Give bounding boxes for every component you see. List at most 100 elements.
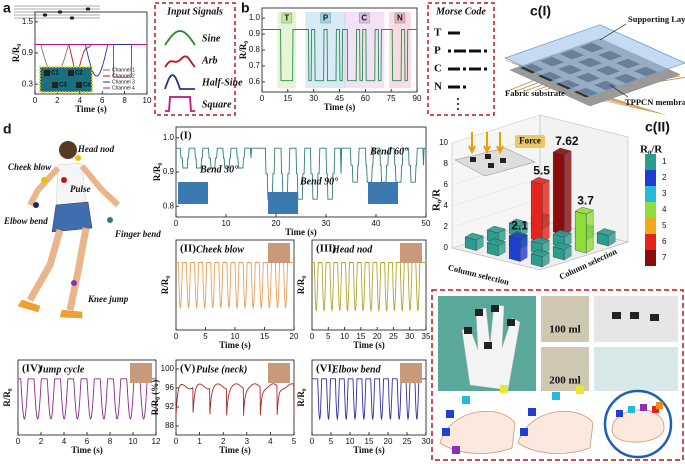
x-tick-label: 45 — [335, 94, 344, 103]
inset-sensor — [76, 82, 82, 88]
panel-label: c(I) — [530, 3, 551, 19]
photo — [130, 363, 152, 383]
grid-line — [451, 177, 541, 207]
force-pad — [454, 147, 536, 177]
force-label: Force — [519, 136, 541, 146]
letter-band — [277, 12, 297, 88]
leader — [599, 23, 627, 41]
x-axis-label: Time (s) — [285, 227, 317, 237]
signal-name: Half-Sine — [201, 77, 243, 88]
letter-badge — [394, 12, 406, 24]
colorbar-tick: 7 — [662, 253, 667, 262]
y-tick-label: 92 — [165, 402, 174, 411]
letter: P — [323, 14, 329, 23]
annotation: Bend 60° — [369, 146, 408, 157]
panel-label: (IV) — [22, 363, 42, 375]
ellipsis-dot — [457, 108, 459, 110]
signal-trace — [312, 262, 426, 313]
runner-leg — [26, 229, 64, 302]
signal-name: Arb — [201, 55, 218, 66]
glove-sensor — [475, 309, 483, 316]
box-title: Morse Code — [435, 6, 486, 17]
e-box — [431, 289, 684, 461]
force-sensor — [485, 154, 491, 159]
bar-top — [552, 147, 572, 156]
color-tag — [520, 428, 528, 436]
z-tick-label: 6 — [444, 180, 449, 189]
signal-trace — [175, 383, 295, 417]
plot-title: Pulse (neck) — [196, 364, 247, 375]
glove-sensor — [484, 342, 492, 349]
color-tag — [576, 386, 584, 394]
z-tick-label: 0 — [444, 243, 449, 252]
box-title: Input Signals — [166, 6, 223, 17]
body-marker — [41, 177, 47, 183]
letter-band — [305, 12, 346, 88]
signal-trace — [176, 262, 294, 310]
force-sensor — [500, 158, 506, 163]
annotation: Bend 30° — [199, 164, 238, 175]
force-arrow — [468, 132, 476, 155]
x-tick-label: 0 — [310, 437, 315, 446]
body-marker — [71, 280, 77, 286]
plot-frame — [311, 239, 427, 331]
y-axis-label: R/R₀ (%) — [150, 380, 160, 415]
panel-label: a — [3, 0, 11, 16]
inset-label: C3 — [59, 83, 67, 89]
x-tick-label: 5 — [203, 332, 208, 341]
y-tick-label: 0.7 — [249, 61, 261, 70]
color-tag — [500, 385, 508, 393]
y-tick-label: 100 — [161, 364, 175, 373]
y-tick-label: 1.5 — [22, 17, 34, 26]
bar-front — [531, 181, 543, 243]
colorbar-title: R₀/R — [640, 144, 663, 156]
signal-name: Sine — [202, 33, 221, 44]
y-tick-label: 1.0 — [249, 13, 261, 22]
bar-label: 3.7 — [577, 193, 594, 207]
morse-symbol — [448, 85, 460, 89]
z-tick-label: 8 — [444, 159, 449, 168]
color-tag — [616, 410, 623, 417]
y-tick-label: 88 — [165, 421, 174, 430]
photo — [268, 192, 298, 214]
force-arrow — [483, 132, 491, 155]
grid-line — [451, 198, 541, 228]
glove-sensor — [464, 327, 472, 334]
x-tick-label: 5 — [329, 437, 334, 446]
bar-top — [486, 225, 506, 234]
colorbar-tick: 1 — [662, 157, 667, 166]
photo — [400, 243, 422, 263]
ellipsis-dot — [457, 103, 459, 105]
morse-letter: N — [434, 81, 442, 93]
y-axis-label: R/R₀ — [160, 276, 170, 294]
bar-top — [552, 242, 572, 250]
y-axis-label: R/R₀ — [296, 388, 306, 406]
color-tag — [656, 402, 663, 409]
y-tick-label: 0.9 — [22, 48, 34, 57]
y-axis-label: R/R₀ — [11, 44, 21, 62]
z-tick-label: 4 — [444, 201, 449, 210]
inset-label: C2 — [75, 71, 83, 77]
photo — [268, 243, 290, 263]
fabric-thread — [595, 98, 666, 115]
hand — [439, 410, 516, 454]
z-tick-label: 10 — [439, 138, 448, 147]
x-tick-label: 10 — [143, 96, 152, 105]
morse-box — [427, 2, 495, 116]
signal-trace — [262, 29, 417, 82]
y-axis-label: R/R₀ — [2, 388, 12, 406]
legend-label: Channel 3 — [112, 79, 135, 85]
colorbar-band — [645, 218, 656, 234]
x-tick-label: 8 — [108, 437, 113, 446]
y-tick-label: 0.9 — [249, 29, 261, 38]
y-tick-label: 96 — [165, 383, 174, 392]
x-tick-label: 40 — [372, 219, 381, 228]
legend-label: Channel 4 — [112, 85, 135, 91]
annotation: Bend 90° — [299, 176, 338, 187]
bar-front — [553, 151, 565, 236]
x-tick-label: 6 — [100, 96, 105, 105]
legend-label: Channel 2 — [112, 73, 135, 79]
bar-side — [520, 235, 528, 262]
x-axis-label: Time (s) — [219, 445, 251, 455]
